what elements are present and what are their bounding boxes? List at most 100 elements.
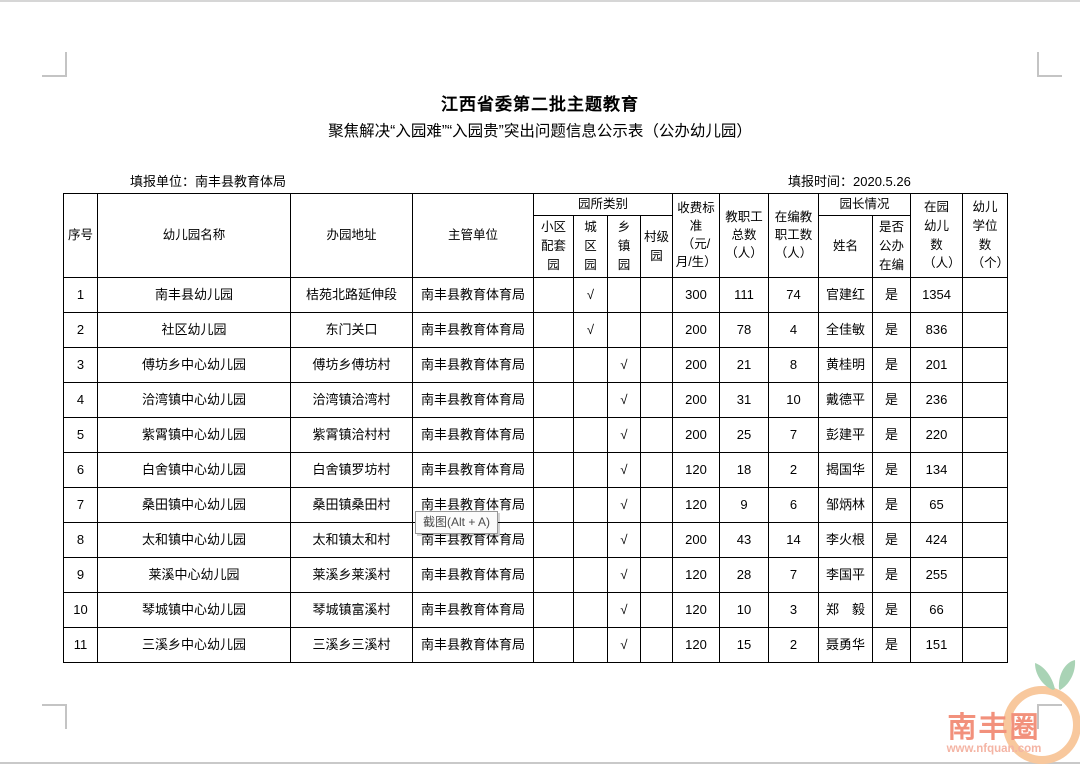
cell-staff-total: 78 [719,312,770,348]
cell-address: 琴城镇富溪村 [290,592,413,628]
reporting-unit-label: 填报单位： [130,174,196,189]
cell-principal-name: 李火根 [818,522,874,558]
cell-category-village [639,487,674,523]
cell-category-urban: √ [573,277,608,313]
cell-name: 社区幼儿园 [97,312,291,348]
reporting-time-label: 填报时间： [788,174,854,189]
cell-address: 紫霄镇洽村村 [290,417,413,453]
cell-category-township: √ [607,417,641,453]
cell-category-township [607,312,641,348]
header-children-count-label: 在园幼儿数（人） [923,200,961,271]
table-row: 11 三溪乡中心幼儿园 三溪乡三溪村 南丰县教育体育局 √ 120 15 2 聂勇华是 151 [63,627,1009,663]
cell-supervisor: 南丰县教育体育局 [412,557,534,593]
cell-category-village [639,592,674,628]
cell-children-count: 65 [910,487,964,523]
cell-category-urban [573,452,608,488]
header-category-township-label: 乡镇园 [617,220,631,272]
watermark-url: www.nfquan.com [946,743,1042,755]
header-seq: 序号 [63,193,98,278]
cell-fee: 200 [672,347,721,383]
cell-category-urban [573,417,608,453]
cell-principal-public: 是 [872,277,912,313]
watermark-leaf-icon [1035,660,1076,690]
screenshot-tooltip: 截图(Alt + A) [415,511,499,534]
header-supervisor: 主管单位 [412,193,534,278]
cell-children-count: 1354 [910,277,964,313]
cell-category-urban [573,557,608,593]
table-row: 6 白舍镇中心幼儿园 白舍镇罗坊村 南丰县教育体育局 √ 120 18 2 揭国华是 134 [63,452,1009,488]
cell-name: 南丰县幼儿园 [97,277,291,313]
header-staff-total-label: 教职工总数（人） [725,210,763,261]
margin-cropmark-bottom-right [1037,704,1062,729]
header-staff-onpayroll-label: 在编教职工数（人） [774,210,813,261]
cell-seat-count [962,487,1009,523]
header-staff-onpayroll: 在编教职工数（人） [768,193,820,278]
cell-staff-onpayroll: 8 [768,347,820,383]
cell-category-community [533,382,574,418]
header-seat-count-label: 幼儿学位数（个） [971,200,1008,271]
cell-seat-count [962,382,1009,418]
header-principal-name: 姓名 [818,215,874,278]
cell-category-village [639,557,674,593]
header-category-group: 园所类别 [532,193,674,216]
header-staff-total: 教职工总数（人） [719,193,770,278]
cell-principal-public: 是 [872,522,912,558]
cell-category-village [639,452,674,488]
cell-supervisor: 南丰县教育体育局 [412,277,534,313]
cell-staff-onpayroll: 2 [768,452,820,488]
cell-principal-name: 彭建平 [818,417,874,453]
cell-seq: 1 [63,277,98,313]
header-category-village-label: 村级园 [643,229,669,263]
cell-principal-public: 是 [872,382,912,418]
cell-fee: 200 [672,312,721,348]
watermark-title: 南丰圈 [947,711,1040,744]
table-row: 1 南丰县幼儿园 桔苑北路延伸段 南丰县教育体育局 √ 300 111 74 官建红是 1354 [63,277,1009,313]
cell-category-village [639,277,674,313]
header-principal-public-label: 是否公办在编 [879,220,905,272]
cell-principal-public: 是 [872,417,912,453]
cell-supervisor: 南丰县教育体育局 [412,592,534,628]
page-bottom-divider [0,762,1080,764]
cell-principal-name: 聂勇华 [818,627,874,663]
margin-cropmark-top-left [42,52,67,77]
margin-cropmark-top-right [1037,52,1062,77]
cell-category-township: √ [607,557,641,593]
reporting-time-value: 2020.5.26 [853,174,911,189]
cell-category-township: √ [607,522,641,558]
cell-children-count: 151 [910,627,964,663]
cell-fee: 120 [672,592,721,628]
cell-staff-onpayroll: 6 [768,487,820,523]
cell-category-village [639,522,674,558]
cell-principal-public: 是 [872,592,912,628]
cell-fee: 200 [672,382,721,418]
cell-seq: 11 [63,627,98,663]
cell-staff-onpayroll: 10 [768,382,820,418]
cell-seat-count [962,312,1009,348]
header-address: 办园地址 [290,193,413,278]
kindergarten-table: 序号 幼儿园名称 办园地址 主管单位 园所类别 收费标准（元/月/生） 教职工总… [63,193,1009,663]
cell-address: 三溪乡三溪村 [290,627,413,663]
cell-principal-name: 官建红 [818,277,874,313]
cell-category-community [533,592,574,628]
cell-seat-count [962,417,1009,453]
cell-principal-public: 是 [872,627,912,663]
cell-principal-public: 是 [872,347,912,383]
header-fee: 收费标准（元/月/生） [672,193,721,278]
cell-category-village [639,347,674,383]
header-principal-public: 是否公办在编 [872,215,912,278]
cell-principal-name: 全佳敏 [818,312,874,348]
header-fee-label: 收费标准（元/月/生） [675,201,717,270]
cell-seat-count [962,627,1009,663]
cell-principal-public: 是 [872,557,912,593]
cell-children-count: 220 [910,417,964,453]
cell-name: 白舍镇中心幼儿园 [97,452,291,488]
cell-children-count: 201 [910,347,964,383]
header-category-community-label: 小区配套园 [540,220,566,272]
document-title: 江西省委第二批主题教育 [441,95,639,114]
cell-staff-total: 18 [719,452,770,488]
cell-seq: 7 [63,487,98,523]
cell-category-community [533,452,574,488]
cell-fee: 120 [672,487,721,523]
cell-category-township: √ [607,382,641,418]
cell-children-count: 255 [910,557,964,593]
